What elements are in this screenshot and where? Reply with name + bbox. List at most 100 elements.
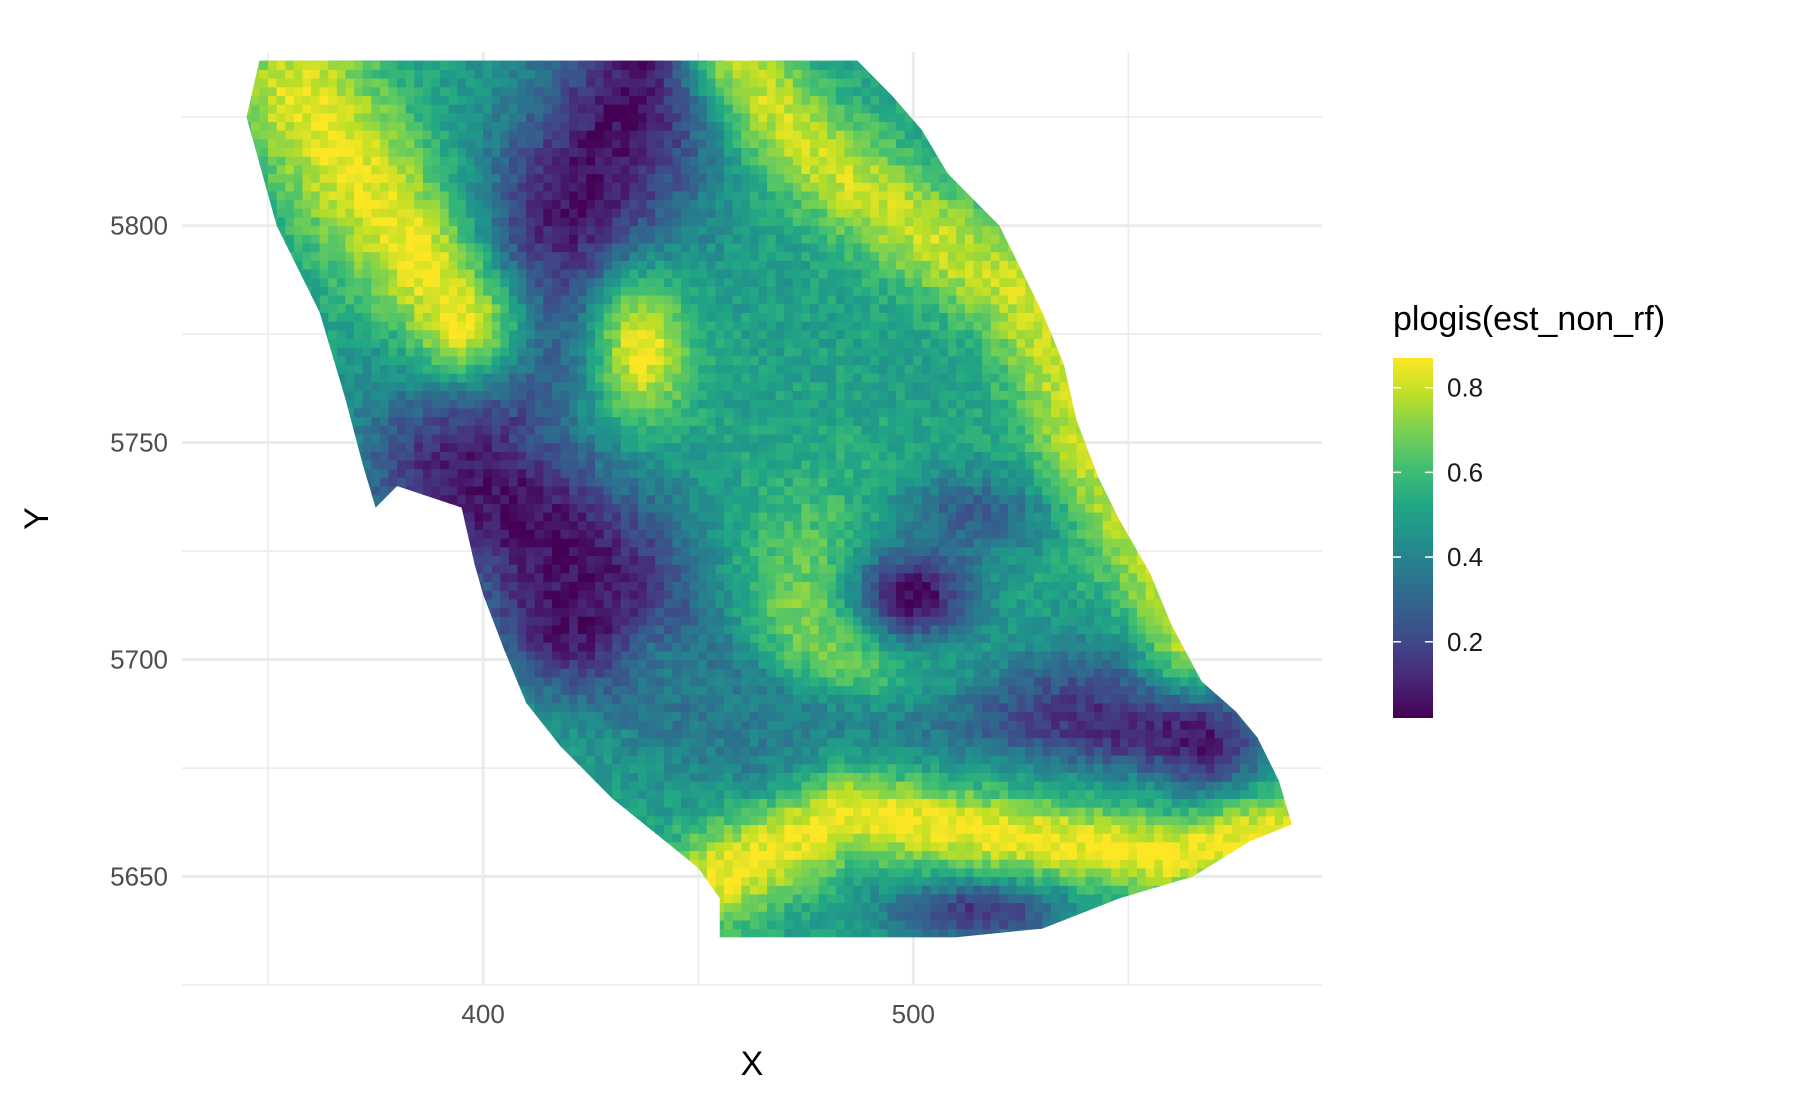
raster-cell [246, 425, 252, 435]
raster-cell [276, 138, 286, 149]
raster-cell [483, 95, 493, 105]
raster-cell [302, 807, 312, 817]
raster-cell [465, 885, 476, 895]
raster-cell [543, 260, 553, 270]
raster-cell [268, 642, 278, 652]
raster-cell [250, 520, 261, 530]
raster-cell [285, 511, 295, 522]
raster-cell [457, 494, 467, 504]
raster-cell [465, 60, 476, 62]
raster-cell [319, 902, 329, 912]
raster-cell [603, 485, 613, 496]
raster-cell [629, 711, 639, 721]
raster-cell [629, 807, 639, 817]
raster-cell [319, 581, 329, 591]
raster-cell [440, 616, 450, 626]
raster-cell [268, 789, 278, 799]
raster-cell [569, 676, 579, 687]
raster-cell [603, 893, 613, 904]
raster-cell [483, 381, 493, 392]
raster-cell [629, 911, 639, 921]
raster-cell [311, 95, 321, 105]
raster-cell [371, 711, 381, 721]
raster-cell [388, 928, 398, 938]
raster-cell [354, 833, 364, 843]
raster-cell [594, 711, 605, 721]
raster-cell [405, 598, 415, 609]
raster-cell [508, 642, 519, 652]
raster-cell [457, 746, 467, 756]
raster-cell [526, 807, 536, 817]
raster-cell [388, 720, 398, 730]
raster-cell [483, 260, 493, 270]
raster-cell [302, 902, 312, 912]
raster-cell [646, 86, 656, 96]
raster-cell [629, 303, 639, 313]
raster-cell [586, 199, 596, 209]
raster-cell [517, 581, 527, 591]
raster-cell [397, 538, 407, 548]
raster-cell [246, 798, 252, 808]
raster-cell [388, 86, 398, 96]
raster-cell [646, 911, 656, 921]
raster-cell [508, 885, 519, 895]
raster-cell [354, 295, 364, 305]
raster-cell [483, 130, 493, 140]
raster-cell [448, 538, 458, 548]
raster-cell [250, 555, 261, 565]
raster-cell [345, 251, 355, 261]
raster-cell [285, 737, 295, 747]
raster-cell [397, 190, 407, 201]
raster-cell [465, 156, 476, 166]
raster-cell [594, 312, 605, 322]
raster-cell [560, 251, 570, 261]
raster-cell [491, 511, 501, 522]
raster-cell [594, 538, 605, 548]
raster-cell [534, 407, 544, 418]
raster-cell [302, 86, 312, 96]
raster-cell [517, 720, 527, 730]
raster-cell [362, 216, 372, 227]
raster-cell [440, 234, 450, 244]
raster-cell [620, 451, 630, 461]
raster-cell [388, 104, 398, 114]
raster-cell [302, 746, 312, 756]
raster-cell [569, 112, 579, 123]
raster-cell [603, 234, 613, 244]
raster-cell [594, 590, 605, 600]
raster-cell [336, 104, 347, 114]
raster-cell [362, 468, 372, 478]
raster-cell [354, 277, 364, 287]
raster-cell [311, 60, 321, 62]
raster-cell [586, 390, 596, 400]
raster-cell [594, 399, 605, 409]
raster-cell [517, 355, 527, 366]
raster-cell [405, 451, 415, 461]
raster-cell [268, 538, 278, 548]
raster-cell [646, 451, 656, 461]
raster-cell [560, 511, 570, 522]
raster-cell [268, 121, 278, 131]
raster-cell [612, 902, 622, 912]
raster-cell [422, 182, 433, 192]
raster-cell [440, 451, 450, 461]
raster-cell [388, 624, 398, 635]
raster-cell [302, 199, 312, 209]
raster-cell [354, 624, 364, 635]
raster-cell [431, 668, 441, 678]
raster-cell [586, 564, 596, 574]
raster-cell [620, 121, 630, 131]
raster-cell [345, 590, 355, 600]
raster-cell [397, 928, 407, 938]
raster-cell [517, 190, 527, 201]
raster-cell [246, 407, 252, 418]
raster-cell [603, 164, 613, 175]
raster-cell [638, 702, 648, 713]
raster-cell [268, 598, 278, 609]
raster-cell [422, 720, 433, 730]
raster-cell [302, 520, 312, 530]
raster-cell [465, 459, 476, 470]
raster-cell [474, 138, 484, 149]
raster-cell [483, 329, 493, 340]
raster-cell [508, 702, 519, 713]
